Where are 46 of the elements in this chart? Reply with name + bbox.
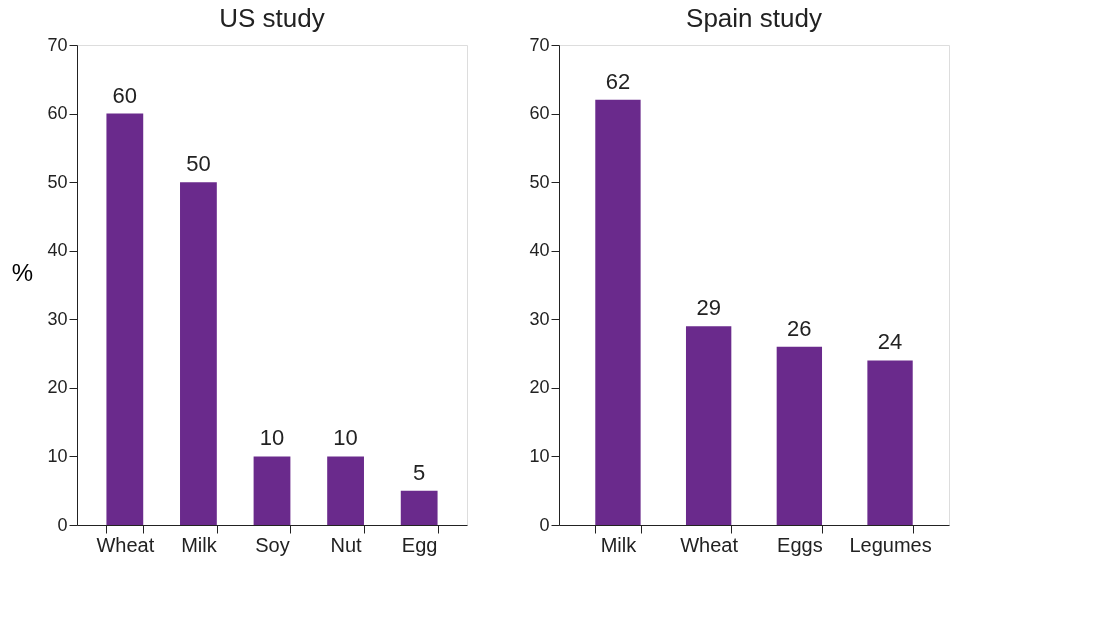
chart-title: US study — [219, 3, 325, 33]
y-tick-label: 40 — [529, 240, 550, 261]
bar — [253, 456, 291, 525]
y-tick-label: 50 — [47, 171, 68, 192]
y-tick-label: 10 — [529, 445, 550, 466]
y-tick-label: 30 — [47, 308, 68, 329]
y-tick-label: 0 — [539, 514, 550, 535]
y-tick-label: 40 — [47, 240, 68, 261]
y-tick-label: 20 — [47, 377, 68, 398]
data-label: 50 — [186, 151, 211, 177]
x-tick-label: Nut — [330, 533, 363, 556]
y-tick-label: 10 — [47, 445, 68, 466]
x-tick-label: Legumes — [849, 533, 932, 556]
y-tick-label: 70 — [47, 34, 68, 55]
y-tick-label: 0 — [57, 514, 68, 535]
bar — [867, 360, 913, 525]
x-tick-label: Milk — [600, 533, 638, 556]
x-tick-label: Eggs — [777, 533, 823, 556]
x-tick-label: Egg — [401, 533, 438, 556]
y-tick-label: 20 — [529, 377, 550, 398]
data-label: 24 — [877, 329, 903, 355]
data-label: 26 — [787, 315, 812, 341]
data-label: 10 — [333, 425, 358, 451]
y-tick-label: 30 — [529, 308, 550, 329]
y-tick-label: 60 — [47, 103, 68, 124]
data-label: 29 — [696, 295, 721, 321]
data-label: 5 — [413, 459, 426, 485]
bar — [776, 346, 823, 525]
y-axis-title: % — [11, 258, 34, 286]
x-tick-label: Wheat — [680, 533, 739, 556]
y-tick-label: 70 — [529, 34, 550, 55]
data-label: 60 — [112, 82, 138, 108]
bar — [180, 182, 217, 525]
y-tick-label: 50 — [529, 171, 550, 192]
bar — [106, 113, 144, 525]
x-tick-label: Wheat — [96, 533, 155, 556]
x-tick-label: Soy — [255, 533, 290, 556]
bar — [685, 326, 732, 525]
bar — [327, 456, 364, 525]
bar — [595, 99, 641, 525]
bar — [400, 490, 438, 525]
chart-title: Spain study — [686, 3, 822, 33]
x-tick-label: Milk — [181, 533, 218, 556]
data-label: 10 — [259, 425, 285, 451]
y-tick-label: 60 — [529, 103, 550, 124]
data-label: 62 — [605, 68, 631, 94]
